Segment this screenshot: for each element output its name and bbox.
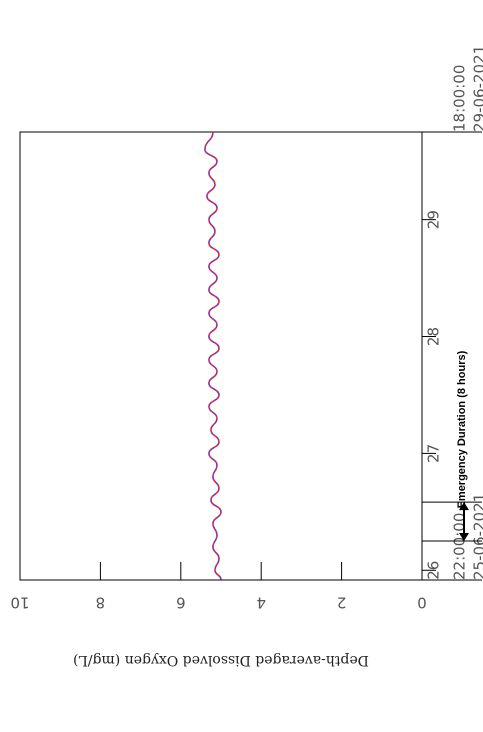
y-tick-label: 10 [10,594,29,612]
x-start-date-label: 25-06-2021 [471,493,483,580]
y-axis-title: Depth-averaged Dissolved Oxygen (mg/L) [73,652,369,668]
x-start-time-label: 22:00:00 [451,513,469,580]
y-tick-label: 6 [176,594,186,612]
y-tick-label: 0 [417,594,427,612]
emergency-arrow-head-bottom [459,533,469,542]
x-end-date-label: 29-06-2021 [471,45,483,132]
x-tick-label: 28 [425,327,443,346]
plot-area: 0 2 4 6 8 10 Depth-averaged Dissolved Oxygen (… [10,45,483,668]
x-tick-label: 26 [425,561,443,580]
x-end-time-label: 18:00:00 [451,65,469,132]
x-tick-label: 29 [425,210,443,229]
y-tick-label: 2 [337,594,347,612]
series-line-2 [204,131,222,580]
emergency-arrow-head-top [459,502,469,511]
x-tick-label: 27 [425,444,443,463]
y-tick-label: 4 [256,594,266,612]
series-line-1 [204,131,222,580]
emergency-duration-label: Emergency Duration (8 hours) [456,350,468,508]
y-tick-label: 8 [96,594,106,612]
